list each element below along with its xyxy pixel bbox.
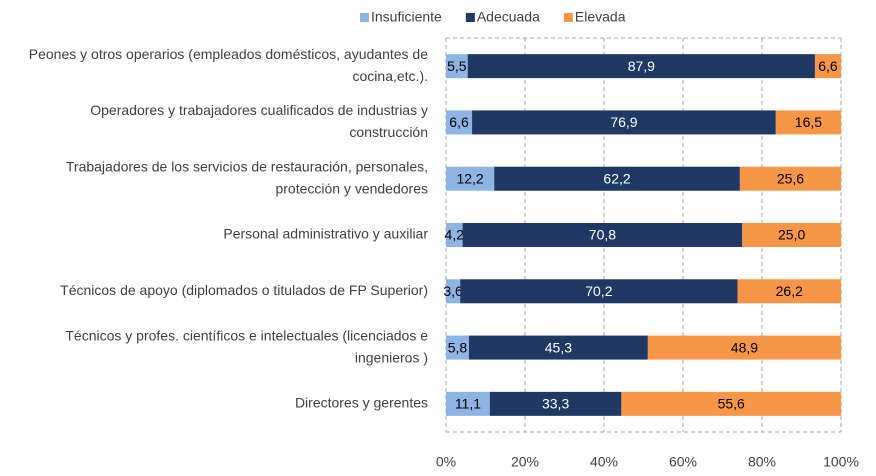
value-label: 25,0 <box>778 227 805 243</box>
bar-segment <box>446 391 490 416</box>
bar-segment <box>775 110 841 135</box>
legend-label: Adecuada <box>477 9 540 25</box>
value-label: 62,2 <box>603 170 630 186</box>
bar-segment <box>446 54 468 79</box>
value-label: 45,3 <box>545 339 572 355</box>
bar-segment <box>647 335 841 360</box>
bar-segment <box>462 223 743 247</box>
category-label: ingenieros ) <box>355 349 428 365</box>
legend-label: Elevada <box>575 9 626 25</box>
value-label: 26,2 <box>776 283 803 299</box>
value-label: 25,6 <box>777 170 804 186</box>
x-tick-label: 20% <box>511 454 539 470</box>
value-label: 48,9 <box>731 339 758 355</box>
legend-swatch <box>563 13 573 22</box>
value-label: 70,2 <box>585 283 612 299</box>
x-tick-label: 40% <box>590 454 618 470</box>
bar-segment <box>446 279 461 304</box>
value-label: 5,8 <box>448 339 468 355</box>
bar-segment <box>742 223 841 247</box>
x-tick-label: 100% <box>823 454 859 470</box>
bar-segment <box>446 166 495 191</box>
x-tick-label: 60% <box>669 454 697 470</box>
legend-swatch <box>360 13 369 22</box>
category-label: protección y vendedores <box>275 180 428 196</box>
bar-segment <box>472 110 776 135</box>
category-label: Operadores y trabajadores cualificados d… <box>90 102 428 118</box>
category-label: Peones y otros operarios (empleados domé… <box>29 46 428 62</box>
value-label: 5,5 <box>447 58 467 74</box>
bar-segment <box>739 166 841 191</box>
bar-segment <box>494 166 740 191</box>
bar-segment <box>446 110 473 135</box>
value-label: 6,6 <box>449 114 469 130</box>
value-label: 3,6 <box>443 283 463 299</box>
category-label: Personal administrativo y auxiliar <box>223 226 428 242</box>
category-label: construcción <box>349 124 428 140</box>
value-label: 70,8 <box>589 227 616 243</box>
x-tick-label: 0% <box>436 454 456 470</box>
value-label: 33,3 <box>542 396 569 412</box>
bar-segment <box>446 223 463 247</box>
category-label: Técnicos y profes. científicos e intelec… <box>65 327 428 343</box>
bar-segment <box>468 335 648 360</box>
bar-segment <box>621 391 841 416</box>
bar-segment <box>489 391 622 416</box>
x-tick-label: 80% <box>748 454 776 470</box>
value-label: 12,2 <box>456 170 483 186</box>
value-label: 11,1 <box>455 396 481 412</box>
bar-segment <box>737 279 841 304</box>
category-label: Técnicos de apoyo (diplomados o titulado… <box>60 282 428 298</box>
bar-segment <box>446 335 469 360</box>
category-label: Trabajadores de los servicios de restaur… <box>66 158 428 174</box>
bar-segment <box>467 54 815 79</box>
category-label: cocina,etc.). <box>353 68 428 84</box>
value-label: 16,5 <box>795 114 822 130</box>
legend-swatch <box>465 13 475 22</box>
value-label: 55,6 <box>718 396 745 412</box>
bar-segment <box>814 54 841 79</box>
value-label: 4,2 <box>445 227 465 243</box>
value-label: 87,9 <box>628 58 655 74</box>
bar-segment <box>460 279 738 304</box>
value-label: 6,6 <box>818 58 838 74</box>
legend-label: Insuficiente <box>371 9 442 25</box>
category-label: Directores y gerentes <box>295 395 428 411</box>
value-label: 76,9 <box>610 114 637 130</box>
